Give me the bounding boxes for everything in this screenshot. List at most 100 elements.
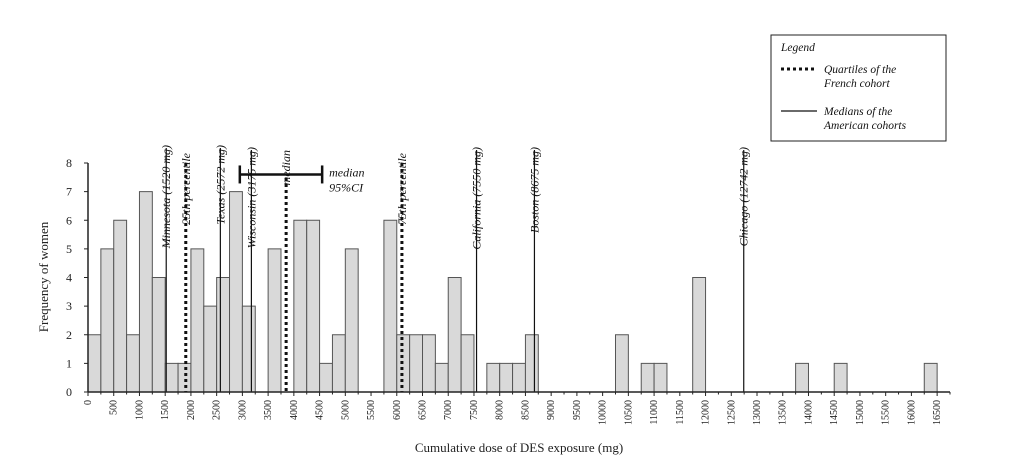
- legend-box: [770, 34, 947, 142]
- x-tick-label: 11500: [675, 400, 686, 425]
- histogram-bar: [795, 362, 809, 393]
- histogram-bar: [293, 219, 308, 393]
- cohort-median-label: Boston (8675 mg): [527, 147, 541, 233]
- x-tick-label: 6500: [418, 400, 429, 420]
- cohort-median-label: California (7550 mg): [470, 147, 484, 250]
- y-tick-label: 3: [66, 299, 72, 313]
- histogram-bar: [512, 362, 526, 393]
- histogram-bar: [267, 248, 282, 393]
- x-tick-label: 7000: [443, 400, 454, 420]
- legend: Legend Quartiles of the French cohort Me…: [770, 34, 947, 142]
- y-tick-label: 1: [66, 356, 72, 370]
- x-tick-label: 14500: [829, 400, 840, 425]
- histogram-bar: [640, 362, 655, 393]
- y-tick-label: 5: [66, 242, 72, 256]
- x-tick-label: 13000: [752, 400, 763, 425]
- x-tick-label: 16500: [932, 400, 943, 425]
- legend-title: Legend: [780, 42, 815, 54]
- x-tick-label: 9500: [572, 400, 583, 420]
- cohort-median-label: Wisconsin (3175 mg): [244, 147, 258, 248]
- histogram-bar: [216, 277, 231, 393]
- x-tick-label: 16000: [906, 400, 917, 425]
- histogram-bar: [203, 305, 218, 393]
- legend-item-2-line1: Medians of the: [823, 106, 892, 118]
- y-tick-label: 6: [66, 213, 72, 227]
- histogram-bar: [241, 305, 256, 393]
- histogram-bar: [100, 248, 115, 393]
- cohort-median-label: Texas (2572 mg): [213, 145, 227, 225]
- reference-lines-group: [165, 148, 745, 392]
- histogram-bar: [164, 362, 179, 393]
- histogram-bar: [499, 362, 514, 393]
- x-tick-label: 14000: [803, 400, 814, 425]
- x-tick-label: 13500: [778, 400, 789, 425]
- histogram-bar: [833, 362, 848, 393]
- histogram-bar: [190, 248, 205, 393]
- y-tick-label: 0: [66, 385, 72, 399]
- x-ticks-group: 0 500 1000 1500 2000 2500 3000 3500 4000 4500 5000…: [83, 392, 951, 425]
- legend-item-2-line2: American cohorts: [823, 120, 907, 132]
- x-tick-label: 12000: [701, 400, 712, 425]
- y-axis-title: Frequency of women: [36, 221, 51, 332]
- y-tick-label: 2: [66, 328, 72, 342]
- x-tick-label: 5000: [340, 400, 351, 420]
- x-tick-label: 6000: [392, 400, 403, 420]
- x-tick-label: 12500: [726, 400, 737, 425]
- histogram-bar: [331, 334, 346, 393]
- cohort-median-label: Chicago (12742 mg): [737, 147, 751, 246]
- x-tick-label: 0: [83, 400, 94, 405]
- y-ticks-group: 0 1 2 3 4 5 6 7 8: [66, 156, 88, 399]
- histogram-bar: [344, 248, 359, 393]
- x-tick-label: 4500: [315, 400, 326, 420]
- y-tick-label: 7: [66, 185, 72, 199]
- x-tick-label: 5500: [366, 400, 377, 420]
- quartile-label: 25th percentile: [179, 152, 193, 225]
- x-tick-label: 11000: [649, 400, 660, 425]
- x-tick-label: 1000: [134, 400, 145, 420]
- histogram-bar: [319, 362, 333, 393]
- histogram-bar: [126, 334, 140, 393]
- histogram-bar: [138, 191, 153, 393]
- line-labels-group: 25th percentile median 75th percentile Minn…: [159, 145, 751, 250]
- histogram-bar: [151, 277, 166, 393]
- histogram-bar: [306, 219, 321, 393]
- x-tick-label: 9000: [546, 400, 557, 420]
- x-tick-label: 15500: [881, 400, 892, 425]
- x-tick-label: 500: [109, 400, 120, 415]
- x-tick-label: 8500: [520, 400, 531, 420]
- histogram-bar: [434, 362, 449, 393]
- quartile-label: median: [279, 150, 293, 185]
- y-tick-label: 8: [66, 156, 72, 170]
- histogram-bar: [383, 219, 398, 393]
- x-tick-label: 3500: [263, 400, 274, 420]
- histogram-bar: [229, 191, 243, 393]
- histogram-bar: [692, 277, 707, 393]
- y-tick-label: 4: [66, 271, 72, 285]
- histogram-bar: [460, 334, 475, 393]
- histogram-bar: [923, 362, 938, 393]
- histogram-bar: [422, 334, 436, 393]
- x-tick-label: 8000: [495, 400, 506, 420]
- histogram-bar: [447, 277, 462, 393]
- ci-label-line1: median: [329, 165, 364, 179]
- x-tick-label: 7500: [469, 400, 480, 420]
- legend-item-1-line2: French cohort: [823, 78, 890, 90]
- x-tick-label: 4000: [289, 400, 300, 420]
- x-tick-label: 1500: [160, 400, 171, 420]
- ci-label-line2: 95%CI: [329, 180, 364, 194]
- x-tick-label: 3000: [237, 400, 248, 420]
- histogram-bar: [409, 334, 424, 393]
- histogram-bar: [614, 334, 629, 393]
- x-tick-label: 2000: [186, 400, 197, 420]
- x-tick-label: 15000: [855, 400, 866, 425]
- cohort-median-label: Minnesota (1520 mg): [159, 145, 173, 249]
- x-tick-label: 2500: [212, 400, 223, 420]
- x-tick-label: 10500: [623, 400, 634, 425]
- histogram-bar: [113, 219, 128, 393]
- histogram-bar: [87, 334, 102, 393]
- histogram-bar: [486, 362, 501, 393]
- histogram-bar: [653, 362, 668, 393]
- x-axis-title: Cumulative dose of DES exposure (mg): [415, 440, 623, 455]
